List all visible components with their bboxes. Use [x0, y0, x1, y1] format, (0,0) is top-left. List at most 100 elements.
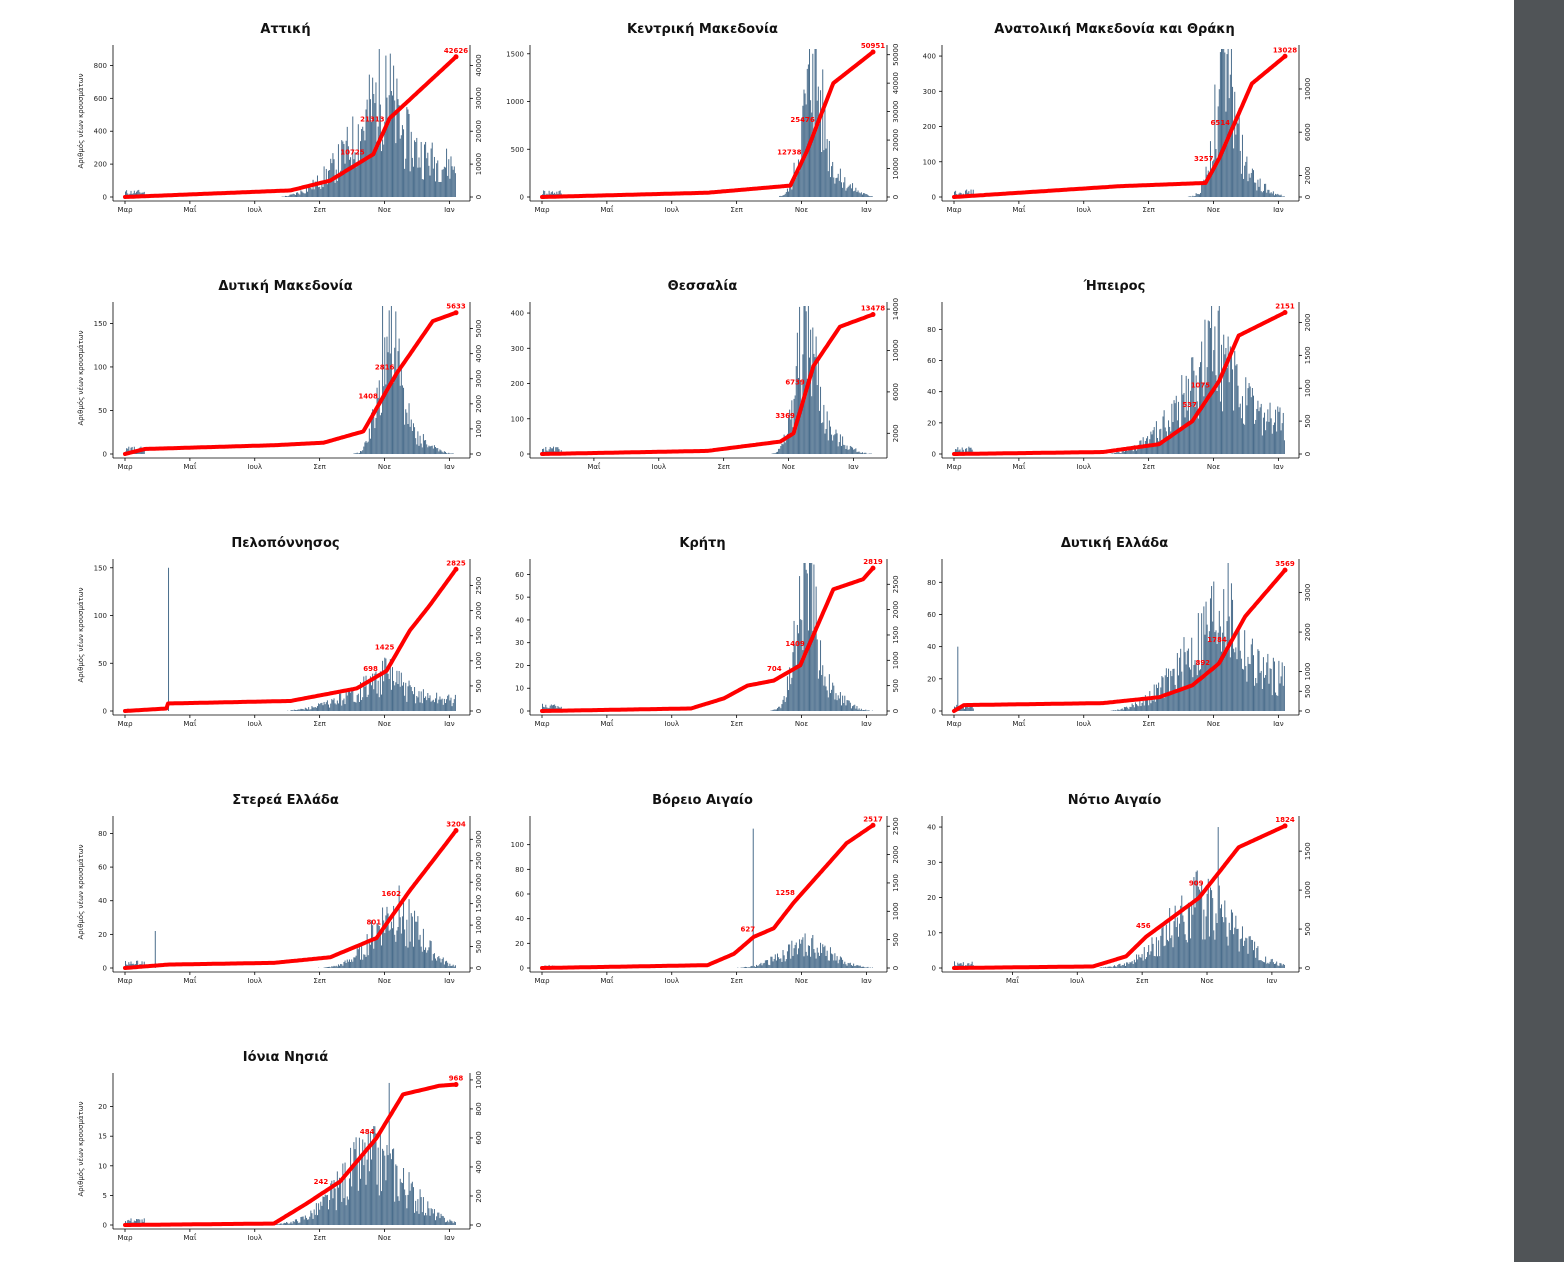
bar	[338, 964, 339, 968]
bar	[1200, 193, 1201, 197]
cumulative-label: 2819	[863, 558, 883, 566]
bar	[827, 690, 828, 711]
bar	[420, 935, 421, 968]
bar	[436, 693, 437, 711]
bar	[380, 1130, 381, 1225]
bar	[449, 453, 450, 454]
bar	[357, 695, 358, 711]
bar	[439, 958, 440, 968]
bar	[339, 966, 340, 968]
bar	[833, 686, 834, 711]
bar	[354, 152, 355, 197]
y-tick-label-left: 0	[520, 965, 524, 973]
bar	[381, 413, 382, 454]
cumulative-label: 6739	[785, 378, 805, 386]
bar	[848, 700, 849, 711]
y-axis-label: Αριθμός νέων κρουσμάτων	[77, 587, 85, 682]
bar	[448, 453, 449, 454]
bar	[852, 448, 853, 454]
bar	[350, 157, 351, 197]
bar	[412, 691, 413, 711]
bar	[758, 965, 759, 968]
bar	[1144, 947, 1145, 968]
bar	[1261, 960, 1262, 968]
bar	[1198, 194, 1199, 197]
bar	[1178, 937, 1179, 968]
bar	[818, 362, 819, 454]
bar	[1183, 637, 1184, 711]
bar	[304, 1219, 305, 1225]
bar	[1274, 195, 1275, 197]
bar	[756, 965, 757, 968]
bar	[396, 930, 397, 968]
window-scrollbar[interactable]	[1514, 0, 1564, 1262]
bar	[436, 448, 437, 454]
bar	[296, 193, 297, 197]
bar	[821, 152, 822, 197]
bar	[1199, 890, 1200, 968]
bar	[416, 1211, 417, 1225]
y-tick-label-right: 50000	[892, 44, 900, 66]
bar	[786, 959, 787, 968]
bar	[417, 168, 418, 197]
bar	[859, 708, 860, 711]
bar	[1135, 702, 1136, 711]
bar	[354, 702, 355, 711]
bar	[1278, 966, 1279, 968]
bar	[1276, 962, 1277, 968]
bar	[439, 182, 440, 197]
bar	[1116, 967, 1117, 968]
bar	[288, 1224, 289, 1225]
bar	[329, 967, 330, 968]
bar	[1257, 180, 1258, 197]
bar	[1120, 453, 1121, 454]
bar	[833, 177, 834, 197]
bar	[410, 171, 411, 197]
bar	[776, 961, 777, 968]
bar	[377, 1185, 378, 1225]
y-tick-label-right: 40000	[892, 72, 900, 94]
y-tick-label-left: 500	[511, 146, 524, 154]
x-tick-label: Σεπ	[313, 720, 326, 728]
bar	[805, 563, 806, 711]
bar	[316, 708, 317, 711]
bar	[795, 645, 796, 711]
y-tick-label-right: 2500	[892, 817, 900, 835]
bar	[1114, 710, 1115, 711]
bar	[1254, 942, 1255, 968]
bar	[400, 917, 401, 968]
bar	[300, 709, 301, 711]
bar	[283, 1223, 284, 1225]
bar	[361, 1153, 362, 1225]
chart-title: Κρήτη	[679, 536, 725, 551]
bar	[1215, 149, 1216, 197]
x-tick-label: Μαρ	[117, 977, 133, 985]
bar	[392, 667, 393, 711]
bar	[1165, 946, 1166, 968]
bar	[405, 683, 406, 711]
bar	[867, 967, 868, 968]
bar	[403, 682, 404, 711]
bar	[437, 1213, 438, 1225]
bar	[1243, 179, 1244, 197]
y-tick-label-right: 0	[1304, 195, 1312, 199]
bar	[386, 907, 387, 968]
y-tick-label-right: 0	[475, 1223, 483, 1227]
x-tick-label: Ιαν	[1273, 720, 1284, 728]
bar	[797, 954, 798, 968]
bar	[1179, 429, 1180, 454]
bar	[853, 191, 854, 197]
bar	[321, 703, 322, 711]
bar	[413, 694, 414, 711]
bar	[1265, 430, 1266, 454]
bar	[1132, 450, 1133, 454]
bar	[794, 621, 795, 711]
bar	[832, 162, 833, 197]
x-tick-label: Ιαν	[444, 206, 455, 214]
bar	[800, 944, 801, 968]
bar	[327, 700, 328, 711]
cumulative-label: 1258	[775, 889, 795, 897]
bar	[453, 453, 454, 454]
bar	[395, 143, 396, 197]
